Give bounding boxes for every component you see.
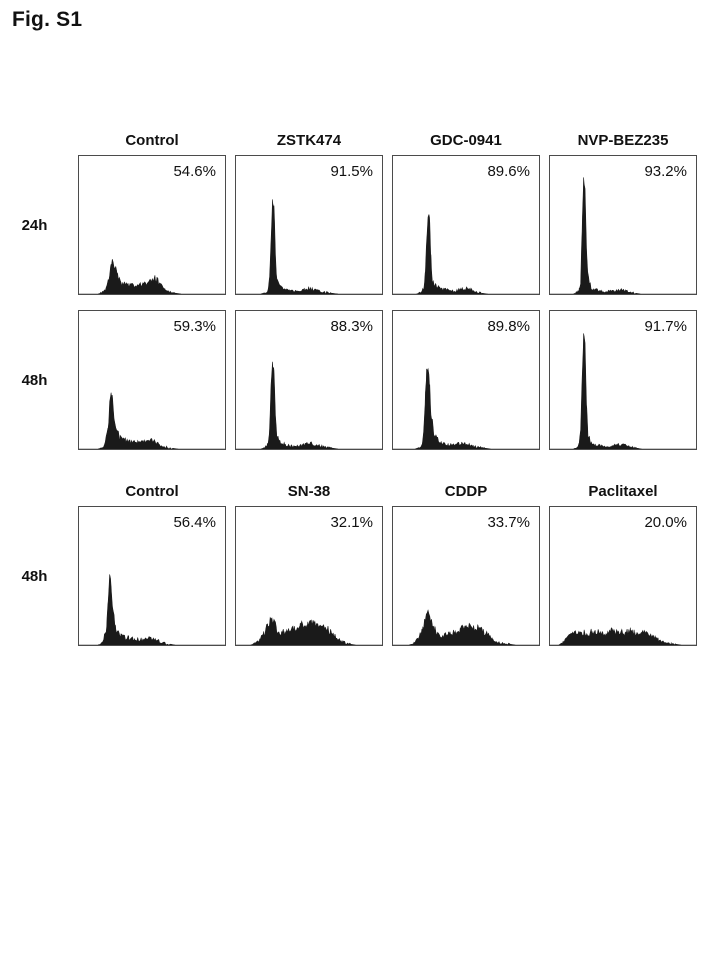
- flow-histogram: [79, 574, 225, 645]
- figure-body: Control ZSTK474 GDC-0941 NVP-BEZ235 24h …: [0, 132, 720, 646]
- histogram-panel: 89.8%: [392, 310, 540, 450]
- histogram-panel: 33.7%: [392, 506, 540, 646]
- histogram-panel: 32.1%: [235, 506, 383, 646]
- column-header-sn38: SN-38: [287, 483, 331, 500]
- histogram-panel: 88.3%: [235, 310, 383, 450]
- column-header-cddp: CDDP: [444, 483, 488, 500]
- histogram-panel: 56.4%: [78, 506, 226, 646]
- histogram-panel: 59.3%: [78, 310, 226, 450]
- header-spacer: [0, 483, 69, 501]
- column-header-paclitaxel: Paclitaxel: [588, 483, 658, 500]
- flow-histogram: [236, 361, 382, 449]
- histogram-panel: 91.7%: [549, 310, 697, 450]
- percentage-label: 33.7%: [487, 514, 530, 531]
- treatment-section-pi3k: Control ZSTK474 GDC-0941 NVP-BEZ235 24h …: [0, 132, 720, 450]
- percentage-label: 91.7%: [644, 318, 687, 335]
- flow-histogram: [236, 199, 382, 294]
- histogram-panel: 93.2%: [549, 155, 697, 295]
- column-header-row: Control SN-38 CDDP Paclitaxel: [0, 483, 720, 501]
- percentage-label: 56.4%: [173, 514, 216, 531]
- column-header-zstk474: ZSTK474: [276, 132, 342, 149]
- panel-rows-section2: 48h 56.4% 32.1% 33.7% 20.0%: [0, 506, 720, 646]
- histogram-panel: 20.0%: [549, 506, 697, 646]
- percentage-label: 88.3%: [330, 318, 373, 335]
- row-label-48h: 48h: [21, 371, 48, 389]
- percentage-label: 89.6%: [487, 163, 530, 180]
- flow-histogram: [550, 177, 696, 294]
- column-header-row: Control ZSTK474 GDC-0941 NVP-BEZ235: [0, 132, 720, 150]
- header-spacer: [0, 132, 69, 150]
- flow-histogram: [393, 214, 539, 294]
- percentage-label: 93.2%: [644, 163, 687, 180]
- column-header-nvpbez235: NVP-BEZ235: [577, 132, 669, 149]
- column-header-gdc0941: GDC-0941: [430, 132, 502, 149]
- row-label-48h: 48h: [21, 567, 48, 585]
- percentage-label: 54.6%: [173, 163, 216, 180]
- flow-histogram: [79, 259, 225, 294]
- flow-histogram: [393, 609, 539, 645]
- flow-histogram: [550, 333, 696, 449]
- row-label-24h: 24h: [21, 216, 48, 234]
- figure-label: Fig. S1: [12, 8, 83, 31]
- percentage-label: 91.5%: [330, 163, 373, 180]
- flow-histogram: [79, 392, 225, 449]
- percentage-label: 20.0%: [644, 514, 687, 531]
- histogram-panel: 89.6%: [392, 155, 540, 295]
- percentage-label: 59.3%: [173, 318, 216, 335]
- histogram-panel: 91.5%: [235, 155, 383, 295]
- percentage-label: 89.8%: [487, 318, 530, 335]
- column-header-control: Control: [125, 483, 179, 500]
- histogram-panel: 54.6%: [78, 155, 226, 295]
- treatment-section-chemo: Control SN-38 CDDP Paclitaxel 48h 56.4% …: [0, 483, 720, 646]
- flow-histogram: [236, 616, 382, 645]
- flow-histogram: [550, 627, 696, 645]
- flow-histogram: [393, 367, 539, 449]
- panel-rows-section1: 24h 54.6% 91.5% 89.6% 93.2%: [0, 155, 720, 450]
- percentage-label: 32.1%: [330, 514, 373, 531]
- column-header-control: Control: [125, 132, 179, 149]
- figure-page: Fig. S1 Control ZSTK474 GDC-0941 NVP-BEZ…: [0, 8, 720, 960]
